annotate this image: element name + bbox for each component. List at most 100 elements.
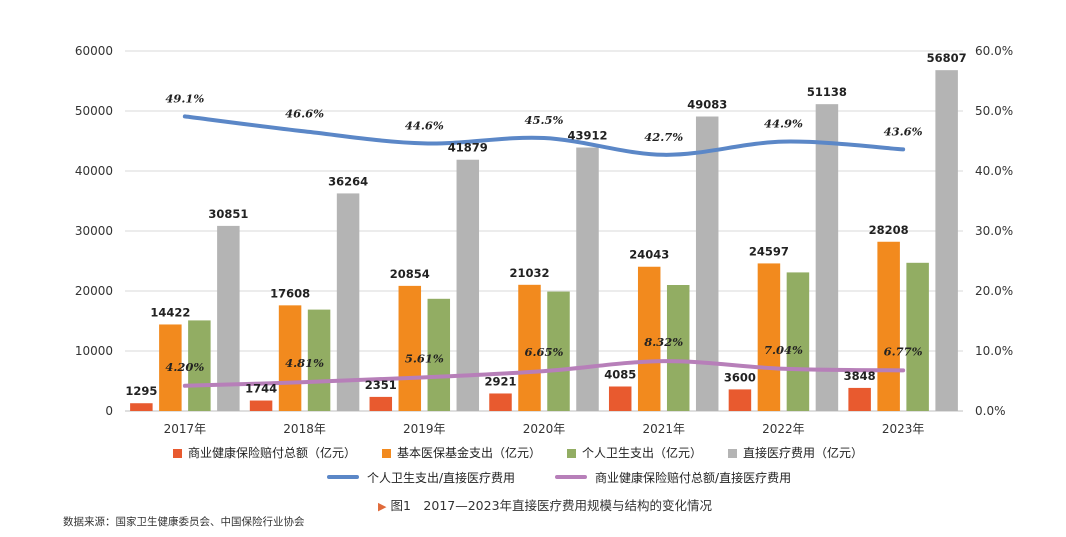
bar-value-label: 2351 [365, 378, 397, 392]
data-labels: 1295 1744 2351 2921 4085 3600 3848 14422 17608 20… [125, 51, 966, 398]
bar-value-label: 4085 [604, 367, 636, 381]
bar [456, 159, 480, 411]
bar [848, 387, 871, 411]
line-value-label: 4.20% [165, 360, 204, 374]
legend-swatch [327, 475, 359, 479]
line-value-label: 46.6% [285, 106, 324, 120]
bar [398, 285, 422, 411]
legend-bars: 商业健康保险赔付总额（亿元） 基本医保基金支出（亿元） 个人卫生支出（亿元） 直接医疗… [173, 444, 889, 461]
line-value-label: 7.04% [764, 343, 803, 357]
line-value-label: 6.77% [884, 344, 923, 358]
y-left-tick-label: 50000 [75, 104, 113, 118]
line-value-label: 8.32% [644, 335, 683, 349]
bar [935, 70, 958, 412]
bar [307, 309, 331, 411]
y-right-tick-label: 30.0% [975, 224, 1013, 238]
bar [906, 262, 929, 411]
bar-value-label: 24597 [749, 244, 789, 258]
legend-swatch [555, 475, 588, 479]
bar-value-label: 30851 [208, 207, 248, 221]
bar-value-label: 21032 [509, 266, 549, 280]
x-tick-label: 2023年 [882, 422, 925, 436]
bar [666, 285, 690, 411]
bar [518, 284, 541, 411]
legend-item: 直接医疗费用（亿元） [728, 444, 863, 461]
bar-value-label: 43912 [567, 129, 607, 143]
x-tick-label: 2021年 [642, 422, 685, 436]
y-right-tick-label: 0.0% [975, 404, 1006, 418]
bar [159, 324, 182, 411]
line-value-label: 44.9% [764, 117, 803, 131]
x-tick-label: 2019年 [403, 422, 446, 436]
bar-value-label: 49083 [687, 98, 727, 112]
bar-value-label: 1744 [245, 382, 277, 396]
legend-swatch [382, 449, 392, 458]
caption-text: 图1 2017—2023年直接医疗费用规模与结构的变化情况 [390, 498, 713, 513]
bar-value-label: 24043 [629, 248, 669, 262]
y-right-tick-label: 40.0% [975, 164, 1013, 178]
line-value-label: 4.81% [285, 356, 324, 370]
x-tick-label: 2020年 [523, 422, 566, 436]
y-left-tick-label: 60000 [75, 44, 113, 58]
line-value-label: 42.7% [644, 130, 683, 144]
x-tick-label: 2017年 [164, 422, 207, 436]
bar-value-label: 1295 [125, 384, 157, 398]
legend-item: 商业健康保险赔付总额/直接医疗费用 [555, 469, 791, 486]
line-value-label: 44.6% [405, 118, 444, 132]
x-tick-label: 2018年 [283, 422, 326, 436]
line-value-label: 43.6% [884, 124, 923, 138]
caption-triangle-icon: ▶ [378, 500, 387, 513]
bar [130, 403, 153, 411]
bar [336, 193, 360, 411]
bar [695, 116, 719, 411]
bar [786, 272, 810, 411]
legend-swatch [728, 449, 738, 458]
bar [547, 291, 570, 411]
bars [130, 70, 958, 412]
bar [815, 104, 839, 411]
line-series [182, 114, 906, 388]
y-right-tick-label: 20.0% [975, 284, 1013, 298]
legend-lines: 个人卫生支出/直接医疗费用 商业健康保险赔付总额/直接医疗费用 [327, 469, 831, 486]
y-left-tick-label: 0 [105, 404, 113, 418]
bar [728, 389, 752, 411]
y-right-tick-label: 50.0% [975, 104, 1013, 118]
bar-value-label: 28208 [869, 223, 909, 237]
line-value-label: 6.65% [525, 345, 564, 359]
bar [877, 241, 900, 411]
legend-label: 商业健康保险赔付总额（亿元） [188, 446, 357, 460]
legend-label: 个人卫生支出（亿元） [582, 446, 703, 460]
bar [217, 225, 240, 411]
y-left-tick-label: 30000 [75, 224, 113, 238]
bar-value-label: 36264 [328, 174, 368, 188]
y-left-tick-label: 40000 [75, 164, 113, 178]
figure-caption: ▶ 图1 2017—2023年直接医疗费用规模与结构的变化情况 [378, 495, 712, 514]
bar [188, 320, 211, 411]
line-value-label: 49.1% [165, 91, 204, 105]
bar-value-label: 20854 [390, 267, 430, 281]
legend-label: 个人卫生支出/直接医疗费用 [367, 471, 516, 485]
bar-value-label: 3600 [724, 370, 756, 384]
bar-value-label: 17608 [270, 286, 310, 300]
bar-value-label: 41879 [448, 141, 488, 155]
y-right-tick-label: 10.0% [975, 344, 1013, 358]
line-series-path [182, 114, 906, 157]
line-value-label: 45.5% [525, 113, 564, 127]
bar [608, 386, 632, 411]
x-tick-label: 2022年 [762, 422, 805, 436]
bar-value-label: 3848 [844, 369, 876, 383]
legend-item: 基本医保基金支出（亿元） [382, 444, 541, 461]
legend-item: 个人卫生支出（亿元） [567, 444, 702, 461]
bar-value-label: 51138 [807, 85, 847, 99]
legend-item: 商业健康保险赔付总额（亿元） [173, 444, 356, 461]
legend-label: 直接医疗费用（亿元） [743, 446, 864, 460]
bar [757, 263, 781, 411]
legend-label: 基本医保基金支出（亿元） [397, 446, 542, 460]
bar [249, 400, 273, 411]
bar-value-label: 2921 [484, 374, 516, 388]
y-left-tick-label: 10000 [75, 344, 113, 358]
bar-value-label: 14422 [150, 305, 190, 319]
y-right-tick-label: 60.0% [975, 44, 1013, 58]
legend-swatch [173, 449, 182, 458]
